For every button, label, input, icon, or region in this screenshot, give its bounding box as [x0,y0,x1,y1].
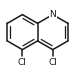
Text: N: N [49,10,56,19]
Text: Cl: Cl [18,58,27,67]
Text: Cl: Cl [48,58,57,67]
